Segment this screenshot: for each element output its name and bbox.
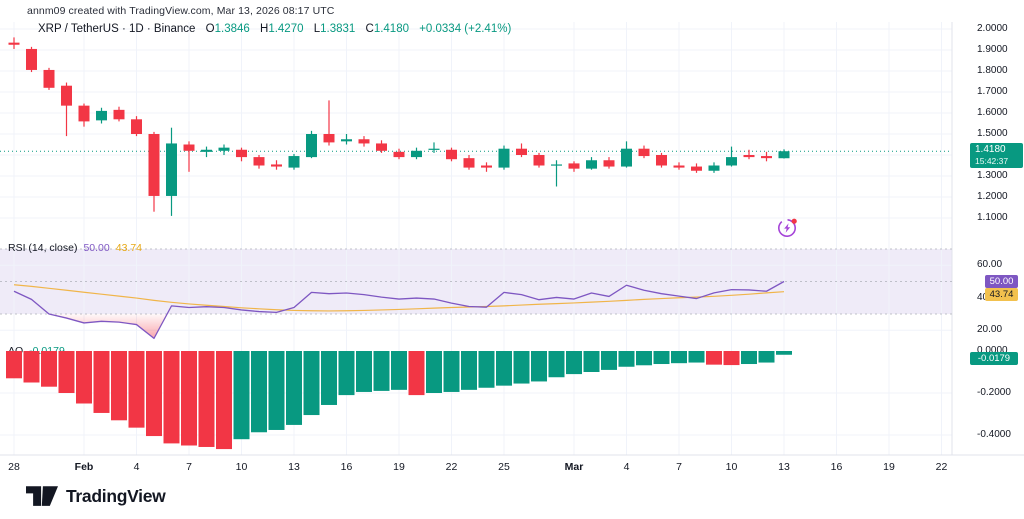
time-axis-label: 10 (725, 461, 738, 473)
time-axis-label: 10 (235, 461, 248, 473)
time-axis-label: 4 (133, 461, 140, 473)
time-axis-label: 13 (778, 461, 790, 473)
tradingview-logo-text: TradingView (66, 486, 166, 506)
time-axis-label: 13 (288, 461, 300, 473)
price-axis-label: 2.0000 (977, 23, 1008, 34)
time-axis-label: Feb (74, 461, 94, 473)
time-axis-label: 4 (623, 461, 630, 473)
tradingview-logo[interactable]: TradingView (26, 486, 166, 507)
ao-axis-label: 0.0000 (977, 345, 1008, 356)
open-value: 1.3846 (214, 23, 250, 35)
rsi-ma-badge: 43.74 (985, 288, 1018, 301)
rsi-axis-label: 20.00 (977, 324, 1003, 336)
price-axis-label: 1.5000 (977, 128, 1008, 139)
time-axis-label: 25 (498, 461, 510, 473)
close-label: C (365, 23, 374, 35)
time-axis-label: 22 (935, 461, 948, 473)
last-price: 1.4180 (975, 144, 1006, 155)
bar-countdown: 15:42:37 (975, 156, 1009, 166)
ao-value-badge: -0.0179 (970, 352, 1018, 365)
last-price-badge: 1.4180 15:42:37 (970, 143, 1023, 168)
price-axis-label: 1.9000 (977, 44, 1008, 55)
price-axis-label: 1.3000 (977, 170, 1008, 181)
symbol-info-row[interactable]: XRP / TetherUS · 1D · Binance O1.3846 H1… (38, 23, 511, 35)
rsi-value-badge: 50.00 (985, 275, 1018, 288)
credit-line: annm09 created with TradingView.com, Mar… (27, 5, 335, 17)
ao-axis-label: -0.4000 (977, 429, 1011, 440)
symbol-title[interactable]: XRP / TetherUS · 1D · Binance (38, 23, 196, 35)
time-axis-label: 7 (676, 461, 682, 473)
rsi-axis-label: 60.00 (977, 259, 1003, 271)
high-label: H (260, 23, 269, 35)
rsi-indicator-header[interactable]: RSI (14, close) 50.00 43.74 (8, 242, 142, 254)
price-axis-label: 1.8000 (977, 65, 1008, 76)
low-value: 1.3831 (320, 23, 356, 35)
price-axis-label: 1.7000 (977, 86, 1008, 97)
time-axis-label: 28 (8, 461, 20, 473)
close-value: 1.4180 (373, 23, 409, 35)
price-change: +0.0334 (+2.41%) (419, 23, 512, 35)
rsi-value: 50.00 (83, 242, 110, 254)
flash-event-icon[interactable] (774, 214, 801, 241)
time-axis-label: 7 (186, 461, 192, 473)
lightning-bolt-icon (784, 223, 791, 233)
price-axis-label: 1.2000 (977, 191, 1008, 202)
price-axis-label: 1.1000 (977, 212, 1008, 223)
open-label: O (205, 23, 215, 35)
time-axis-label: 22 (445, 461, 458, 473)
time-axis-label: 19 (883, 461, 895, 473)
rsi-label: RSI (14, close) (8, 242, 78, 254)
ao-axis-label: -0.2000 (977, 387, 1011, 398)
tradingview-logo-icon (26, 486, 58, 506)
notification-dot (791, 218, 797, 224)
rsi-ma-value: 43.74 (115, 242, 143, 254)
price-axis-label: 1.6000 (977, 107, 1008, 118)
low-label: L (313, 23, 321, 35)
time-axis-label: 16 (830, 461, 843, 473)
time-axis-label: 19 (393, 461, 405, 473)
time-axis-label: 16 (340, 461, 353, 473)
high-value: 1.4270 (268, 23, 304, 35)
time-axis-label: Mar (564, 461, 584, 473)
